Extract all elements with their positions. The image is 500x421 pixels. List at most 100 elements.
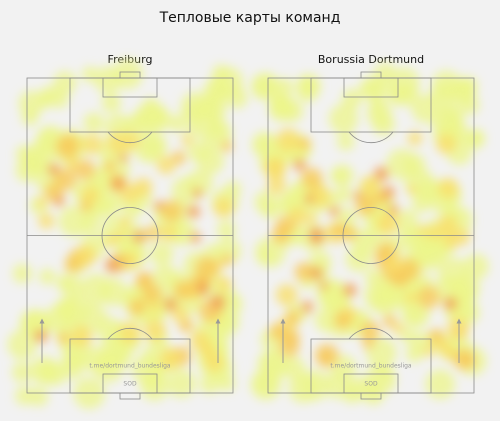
heat-blob [407, 130, 423, 146]
heat-blob [392, 322, 405, 335]
heat-blob [362, 337, 375, 350]
heat-blob [179, 321, 191, 333]
heat-blob [353, 191, 362, 200]
heat-blob [70, 325, 93, 348]
heat-blob [213, 197, 234, 218]
heat-blob [394, 83, 419, 107]
heat-blob [156, 155, 176, 175]
heat-blob [328, 103, 359, 134]
heat-blob [431, 106, 464, 139]
heat-blob [160, 199, 183, 223]
heat-blob [293, 158, 306, 171]
heat-blob [141, 133, 168, 159]
heat-blob [47, 163, 60, 176]
heat-blob [21, 312, 43, 334]
heat-blob [269, 92, 293, 116]
heat-blob [79, 200, 92, 213]
heat-blob [400, 328, 417, 345]
heat-blob [210, 294, 226, 310]
heat-blob [218, 374, 236, 392]
heat-blob [99, 277, 128, 307]
heat-blob [80, 211, 102, 233]
penalty-arc [107, 327, 153, 340]
penalty-arc [348, 327, 394, 340]
heat-blob [276, 128, 300, 153]
heat-blob [29, 387, 49, 407]
heat-blob [285, 309, 301, 326]
heat-blob [173, 280, 193, 300]
heat-blob [221, 140, 233, 153]
heat-blob [101, 92, 122, 113]
heat-blob [14, 386, 35, 406]
heat-blob [373, 62, 397, 86]
heat-blob [181, 134, 193, 146]
heat-blob [255, 134, 280, 159]
heat-blob [347, 377, 371, 400]
heat-blob [297, 137, 312, 151]
heat-blob [132, 230, 146, 244]
heat-blob [206, 119, 226, 139]
heat-blob [216, 276, 233, 292]
heat-blob [328, 206, 340, 217]
heat-blob [151, 105, 169, 123]
heat-blob [304, 194, 314, 204]
heat-blob [406, 184, 417, 195]
heat-blob [33, 329, 48, 343]
heat-blob [423, 345, 435, 357]
heat-blob [39, 85, 57, 104]
heat-blob [12, 263, 33, 284]
heat-blob [342, 283, 357, 298]
heat-blob [142, 283, 163, 304]
center-circle [101, 207, 159, 264]
heat-blob [330, 167, 347, 184]
heat-blob [37, 197, 48, 208]
heat-blob [153, 200, 164, 211]
penalty-arc [107, 131, 153, 144]
heat-blob [23, 142, 55, 174]
heat-blob [296, 79, 319, 103]
heat-blob [197, 147, 225, 175]
heat-blob [205, 353, 224, 372]
logo-text: SOD [364, 381, 378, 388]
heat-blob [163, 297, 177, 312]
heat-blob [221, 253, 234, 266]
heat-blob [426, 225, 442, 241]
heat-blob [75, 244, 98, 267]
heat-blob [54, 168, 77, 191]
heat-blob [55, 134, 80, 159]
heat-blob [11, 361, 33, 383]
heat-layer [250, 62, 489, 406]
heat-blob [282, 356, 306, 380]
penalty-arc [348, 131, 394, 144]
heat-blob [122, 132, 141, 150]
heat-blob [194, 256, 219, 281]
heat-blob [168, 114, 187, 133]
heat-blob [341, 88, 363, 110]
heat-blob [370, 285, 400, 315]
heat-blob [453, 348, 475, 370]
heat-blob [110, 176, 126, 191]
heat-blob [132, 108, 154, 130]
heat-blob [462, 253, 489, 280]
heat-blob [411, 94, 441, 124]
heat-blob [119, 216, 131, 229]
heat-blob [30, 356, 59, 385]
heat-blob [443, 296, 458, 311]
heat-blob [75, 159, 96, 181]
heat-blob [275, 284, 298, 306]
heat-blob [105, 235, 117, 247]
heat-blob [306, 213, 318, 225]
heat-blob [186, 120, 204, 138]
heat-blob [180, 91, 212, 123]
watermark: t.me/dortmund_bundesliga [330, 363, 412, 370]
heat-blob [140, 372, 169, 401]
heat-blob [145, 225, 160, 241]
heat-blob [275, 215, 296, 236]
heat-blob [437, 215, 459, 237]
heat-blob [465, 128, 486, 149]
heat-blob [381, 185, 395, 199]
heat-blob [83, 112, 105, 133]
heat-blob [186, 204, 201, 219]
heat-blob [195, 281, 210, 296]
